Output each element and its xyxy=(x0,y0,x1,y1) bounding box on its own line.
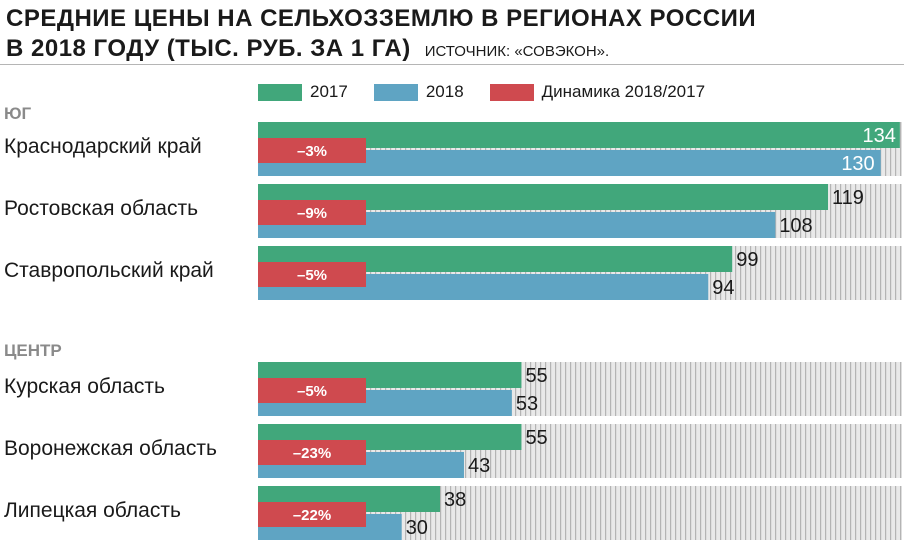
group-label: ЦЕНТР xyxy=(4,341,62,360)
value-label-2018: 94 xyxy=(712,277,734,299)
title-divider xyxy=(0,64,904,65)
legend-label-change: Динамика 2018/2017 xyxy=(541,82,706,101)
value-label-2018: 30 xyxy=(406,517,428,539)
value-label-2017: 55 xyxy=(525,427,547,449)
value-label-2018: 53 xyxy=(516,393,538,415)
value-label-2017: 99 xyxy=(736,249,758,271)
value-label-2017: 38 xyxy=(444,489,466,511)
category-label: Воронежская область xyxy=(4,437,217,460)
title-line-2: В 2018 ГОДУ (ТЫС. РУБ. ЗА 1 ГА) ИСТОЧНИК:… xyxy=(6,34,896,67)
legend-item-2017: 2017 xyxy=(258,82,348,102)
legend-swatch-2017 xyxy=(258,83,302,101)
change-label: –22% xyxy=(293,507,331,524)
legend: 2017 2018 Динамика 2018/2017 xyxy=(258,80,731,104)
change-label: –5% xyxy=(297,383,327,400)
legend-label-2018: 2018 xyxy=(425,82,464,101)
change-badge xyxy=(258,502,366,527)
change-badge xyxy=(258,138,366,163)
change-badge xyxy=(258,440,366,465)
value-label-2017: 55 xyxy=(525,365,547,387)
change-label: –23% xyxy=(293,445,331,462)
legend-swatch-change xyxy=(489,83,534,101)
change-badge xyxy=(258,200,366,225)
legend-swatch-2018 xyxy=(373,83,418,101)
chart-title: СРЕДНИЕ ЦЕНЫ НА СЕЛЬХОЗЗЕМЛЮ В РЕГИОНАХ … xyxy=(6,4,896,67)
group-label: ЮГ xyxy=(4,104,32,123)
legend-label-2017: 2017 xyxy=(310,82,348,101)
value-label-2017: 119 xyxy=(832,187,864,209)
category-label: Ростовская область xyxy=(4,197,198,220)
value-label-2018: 130 xyxy=(841,153,874,175)
value-label-2018: 108 xyxy=(779,215,812,237)
category-label: Курская область xyxy=(4,375,165,398)
category-label: Краснодарский край xyxy=(4,135,202,158)
category-label: Липецкая область xyxy=(4,499,181,522)
legend-item-2018: 2018 xyxy=(373,82,464,102)
title-line-2-text: В 2018 ГОДУ (ТЫС. РУБ. ЗА 1 ГА) xyxy=(6,35,411,62)
title-line-1: СРЕДНИЕ ЦЕНЫ НА СЕЛЬХОЗЗЕМЛЮ В РЕГИОНАХ … xyxy=(6,5,757,32)
change-badge xyxy=(258,378,366,403)
change-label: –5% xyxy=(297,267,327,284)
legend-item-change: Динамика 2018/2017 xyxy=(489,82,706,102)
value-label-2017: 134 xyxy=(862,125,895,147)
change-label: –9% xyxy=(297,205,327,222)
value-label-2018: 43 xyxy=(468,455,490,477)
source-note: ИСТОЧНИК: «СОВЭКОН». xyxy=(424,43,610,60)
change-badge xyxy=(258,262,366,287)
category-label: Ставропольский край xyxy=(4,259,214,282)
change-label: –3% xyxy=(297,143,327,160)
